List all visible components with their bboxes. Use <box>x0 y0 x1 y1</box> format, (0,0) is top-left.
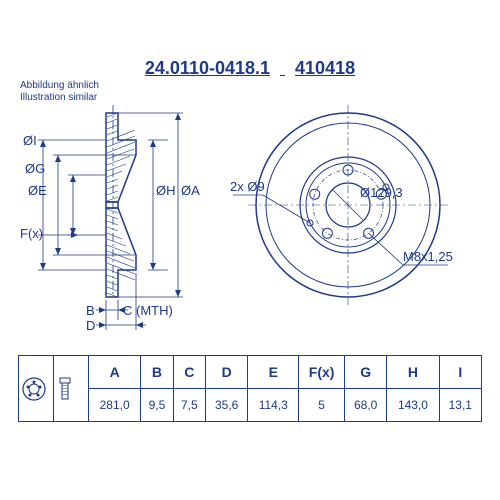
short-number: 410418 <box>295 58 355 78</box>
val-G: 68,0 <box>345 389 387 422</box>
part-number: 24.0110-0418.1 <box>145 58 270 78</box>
val-F: 5 <box>299 389 345 422</box>
val-D: 35,6 <box>206 389 248 422</box>
front-view: 2x Ø9 Ø129,3 M8x1,25 <box>230 105 453 305</box>
label-D: D <box>86 318 95 333</box>
label-H: ØH <box>156 183 176 198</box>
table-header-row: A B C D E F(x) G H I <box>19 356 482 389</box>
label-E: ØE <box>28 183 47 198</box>
container: 24.0110-0418.1 410418 Abbildung ähnlich … <box>0 0 500 500</box>
note-line1: Abbildung ähnlich <box>20 80 99 92</box>
col-E: E <box>248 356 299 389</box>
col-G: G <box>345 356 387 389</box>
col-A: A <box>89 356 141 389</box>
label-B: B <box>86 303 95 318</box>
col-D: D <box>206 356 248 389</box>
header: 24.0110-0418.1 410418 <box>0 58 500 79</box>
small-hole-label: 2x Ø9 <box>230 179 265 194</box>
disc-icon <box>21 376 47 402</box>
label-C: C (MTH) <box>123 303 173 318</box>
val-E: 114,3 <box>248 389 299 422</box>
table-value-row: 281,0 9,5 7,5 35,6 114,3 5 68,0 143,0 13… <box>19 389 482 422</box>
val-H: 143,0 <box>387 389 439 422</box>
bolt-icon <box>56 376 74 402</box>
val-C: 7,5 <box>173 389 205 422</box>
disc-icon-cell <box>19 356 54 422</box>
side-view: ØI ØG ØE <box>20 105 200 333</box>
col-H: H <box>387 356 439 389</box>
val-I: 13,1 <box>439 389 481 422</box>
col-I: I <box>439 356 481 389</box>
thread-label: M8x1,25 <box>403 249 453 264</box>
label-I: ØI <box>23 133 37 148</box>
val-A: 281,0 <box>89 389 141 422</box>
label-G: ØG <box>25 161 45 176</box>
drawing-area: ØI ØG ØE <box>18 95 482 345</box>
val-B: 9,5 <box>141 389 173 422</box>
col-F: F(x) <box>299 356 345 389</box>
col-B: B <box>141 356 173 389</box>
label-A: ØA <box>181 183 200 198</box>
col-C: C <box>173 356 205 389</box>
bolt-icon-cell <box>54 356 89 422</box>
dimension-table: A B C D E F(x) G H I 281,0 9,5 7,5 35,6 … <box>18 355 482 422</box>
label-F: F(x) <box>20 226 43 241</box>
technical-drawing: ØI ØG ØE <box>18 95 482 345</box>
center-label: Ø129,3 <box>360 185 403 200</box>
